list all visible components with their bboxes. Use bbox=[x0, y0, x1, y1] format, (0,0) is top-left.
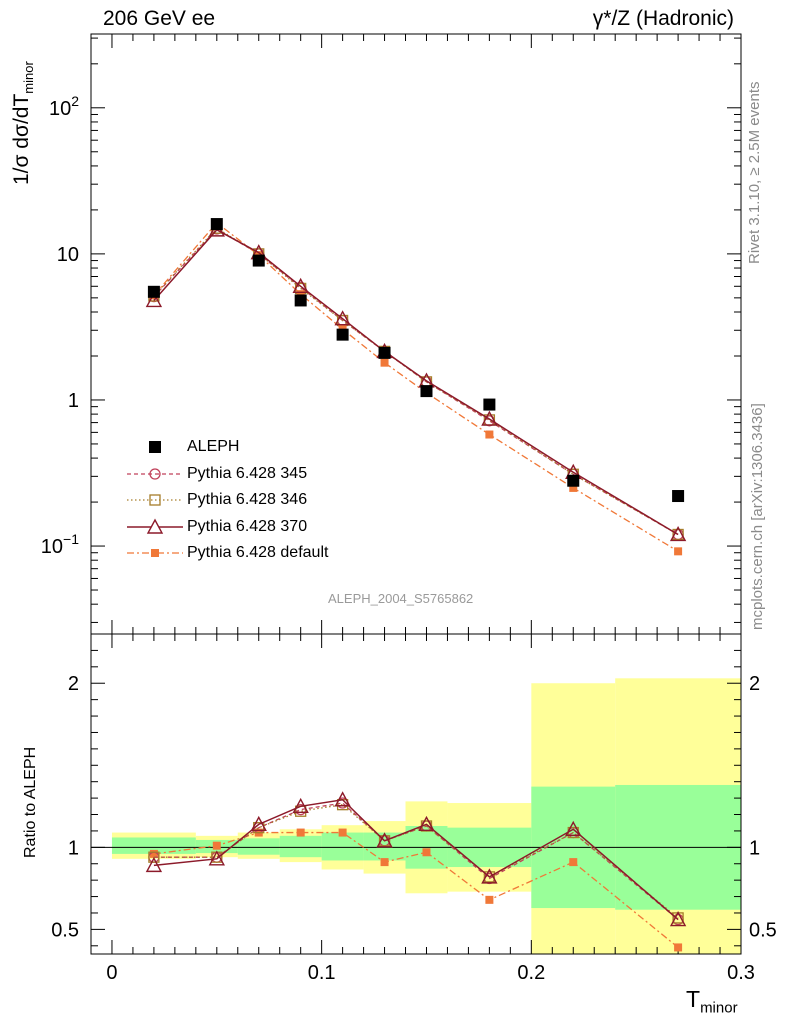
x-axis-label: Tminor bbox=[686, 986, 738, 1017]
ratio-panel-series bbox=[145, 791, 687, 952]
band-inner-3 bbox=[279, 835, 322, 858]
y-tick-label-ratio-right: 0.5 bbox=[749, 919, 777, 941]
ratio-point-pythia-6-428-346 bbox=[483, 871, 496, 883]
ratio-point-pythia-6-428-default bbox=[380, 858, 389, 867]
y-tick-label-ratio-right: 2 bbox=[749, 673, 760, 695]
main-point-pythia-6-428-370 bbox=[481, 410, 498, 426]
y-tick-label-ratio: 1 bbox=[68, 837, 79, 859]
ratio-point-pythia-6-428-346 bbox=[378, 835, 391, 847]
legend-swatch-pythia-370 bbox=[127, 518, 183, 534]
main-point-pythia-6-428-346 bbox=[672, 528, 684, 541]
ratio-point-pythia-6-428-default bbox=[212, 841, 221, 850]
ratio-point-pythia-6-428-default bbox=[674, 943, 683, 952]
x-tick-label: 0.1 bbox=[308, 962, 336, 984]
main-panel-series bbox=[145, 218, 687, 556]
x-tick-label: 0.3 bbox=[727, 962, 755, 984]
legend-label-pythia-346: Pythia 6.428 346 bbox=[187, 491, 308, 509]
ratio-point-pythia-6-428-default bbox=[149, 849, 158, 858]
band-inner-4 bbox=[321, 832, 364, 861]
legend-item-pythia-346: Pythia 6.428 346 bbox=[125, 487, 328, 514]
bottom-y-axis-label: Ratio to ALEPH bbox=[22, 746, 39, 858]
y-tick-label-main: 102 bbox=[49, 93, 79, 120]
legend-item-pythia-370: Pythia 6.428 370 bbox=[125, 514, 328, 541]
ratio-point-pythia-6-428-default bbox=[485, 895, 494, 904]
y-tick-label-ratio: 2 bbox=[68, 673, 79, 695]
y-tick-label-ratio-right: 1 bbox=[749, 837, 760, 859]
main-point-pythia-6-428-default bbox=[380, 358, 389, 367]
legend-swatch-pythia-346 bbox=[127, 494, 183, 506]
main-point-pythia-6-428-default bbox=[674, 547, 683, 556]
chart-title-energy: 206 GeV ee bbox=[103, 7, 216, 30]
main-point-pythia-6-428-370 bbox=[334, 310, 351, 326]
legend-item-pythia-345: Pythia 6.428 345 bbox=[125, 461, 328, 488]
legend-swatch-pythia-345 bbox=[127, 468, 183, 480]
top-y-axis-label: 1/σ dσ/dTminor bbox=[10, 61, 37, 185]
main-point-aleph bbox=[483, 398, 496, 411]
main-point-aleph bbox=[378, 346, 391, 359]
legend-label-pythia-370: Pythia 6.428 370 bbox=[187, 517, 308, 535]
main-point-aleph bbox=[567, 474, 580, 487]
legend: ALEPH Pythia 6.428 345 Pythia 6.428 346 … bbox=[125, 434, 328, 567]
ratio-point-pythia-6-428-default bbox=[422, 848, 431, 857]
main-point-aleph bbox=[420, 385, 433, 398]
x-tick-label: 0.2 bbox=[517, 962, 545, 984]
ratio-point-pythia-6-428-370 bbox=[565, 820, 582, 836]
ratio-point-pythia-6-428-default bbox=[569, 858, 578, 867]
ratio-point-pythia-6-428-346 bbox=[148, 851, 160, 863]
main-line-pythia-6-428-370 bbox=[153, 228, 679, 536]
legend-swatch-pythia-default bbox=[127, 549, 183, 558]
ratio-panel-frame bbox=[90, 633, 742, 955]
main-point-pythia-6-428-default bbox=[569, 483, 578, 492]
y-tick-label-main: 1 bbox=[68, 390, 79, 412]
ratio-point-pythia-6-428-370 bbox=[292, 797, 309, 814]
rivet-version-label: Rivet 3.1.10, ≥ 2.5M events bbox=[746, 81, 763, 265]
ratio-point-pythia-6-428-370 bbox=[208, 850, 225, 866]
y-tick-label-base: 10 bbox=[49, 98, 71, 120]
legend-swatch-aleph bbox=[149, 441, 161, 454]
ratio-point-pythia-6-428-default bbox=[296, 828, 305, 837]
ratio-point-pythia-6-428-370 bbox=[250, 815, 267, 832]
main-point-pythia-6-428-default bbox=[485, 430, 494, 439]
ratio-line-pythia-6-428-default bbox=[153, 831, 679, 948]
band-inner-0 bbox=[111, 837, 196, 854]
ratio-point-pythia-6-428-370 bbox=[669, 911, 687, 927]
x-tick-label: 0 bbox=[106, 962, 117, 984]
main-point-pythia-6-428-default bbox=[296, 290, 305, 299]
ratio-point-pythia-6-428-370 bbox=[334, 791, 351, 807]
main-point-aleph bbox=[147, 285, 160, 298]
legend-label-pythia-default: Pythia 6.428 default bbox=[187, 544, 329, 562]
main-point-aleph bbox=[336, 328, 349, 341]
y-tick-label-exponent: 2 bbox=[71, 93, 79, 109]
analysis-id-watermark: ALEPH_2004_S5765862 bbox=[328, 591, 474, 606]
y-tick-label-main: 10 bbox=[57, 244, 79, 266]
y-tick-label-base: 10 bbox=[41, 536, 63, 558]
ratio-line-pythia-6-428-370 bbox=[153, 798, 679, 921]
main-point-aleph bbox=[252, 254, 265, 267]
legend-item-aleph: ALEPH bbox=[125, 434, 328, 461]
y-tick-label-ratio: 0.5 bbox=[51, 919, 79, 941]
main-point-aleph bbox=[294, 294, 307, 307]
ratio-point-pythia-6-428-default bbox=[338, 828, 347, 837]
y-tick-label-main: 10−1 bbox=[41, 531, 79, 558]
ratio-point-pythia-6-428-370 bbox=[481, 868, 498, 884]
chart-title-process: γ*/Z (Hadronic) bbox=[592, 7, 734, 30]
ratio-point-pythia-6-428-370 bbox=[145, 856, 163, 873]
legend-label-pythia-345: Pythia 6.428 345 bbox=[187, 464, 308, 482]
ratio-point-pythia-6-428-370 bbox=[418, 815, 435, 832]
band-inner-2 bbox=[237, 838, 280, 855]
main-point-pythia-6-428-370 bbox=[669, 526, 687, 542]
mcplots-reference-label: mcplots.cern.ch [arXiv:1306.3436] bbox=[749, 403, 766, 630]
main-point-aleph bbox=[672, 490, 685, 503]
axis-ticks bbox=[90, 34, 742, 954]
main-point-pythia-6-428-370 bbox=[145, 291, 163, 308]
legend-label-aleph: ALEPH bbox=[187, 438, 240, 456]
y-tick-label-exponent: −1 bbox=[63, 531, 79, 547]
main-point-aleph bbox=[210, 218, 223, 231]
ratio-point-pythia-6-428-370 bbox=[376, 832, 393, 848]
main-point-pythia-6-428-370 bbox=[292, 277, 309, 293]
main-line-pythia-6-428-default bbox=[153, 221, 679, 552]
legend-item-pythia-default: Pythia 6.428 default bbox=[125, 540, 328, 567]
